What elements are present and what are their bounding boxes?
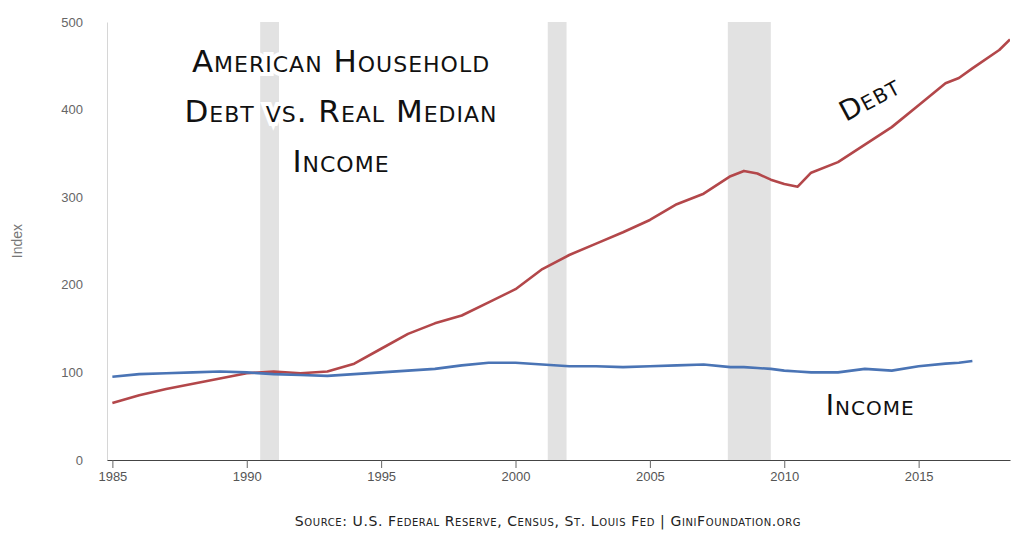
x-tick-label: 2000 (502, 469, 531, 484)
series-line (112, 361, 972, 377)
y-tick: 0 (76, 453, 107, 468)
x-tick-mark (381, 460, 382, 468)
x-tick-mark (919, 460, 920, 468)
y-tick: 100 (61, 365, 107, 380)
x-tick: 2005 (636, 460, 665, 484)
y-axis-line (107, 23, 108, 461)
source-note: Source: U.S. Federal Reserve, Census, St… (295, 513, 801, 530)
y-tick: 200 (61, 277, 107, 292)
x-tick: 1985 (98, 460, 127, 484)
x-tick: 2010 (770, 460, 799, 484)
y-tick: 500 (61, 15, 107, 30)
x-tick-label: 1990 (233, 469, 262, 484)
recession-band (728, 22, 771, 460)
y-tick-label: 100 (61, 365, 83, 380)
annotation: Income (826, 389, 915, 422)
y-axis-title: Index (9, 224, 25, 258)
y-tick-label: 300 (61, 190, 83, 205)
y-tick-label: 500 (61, 15, 83, 30)
x-tick-label: 1995 (367, 469, 396, 484)
chart-title: Income (292, 143, 389, 179)
chart-title: Debt vs. Real Median (184, 93, 497, 129)
background (0, 0, 1024, 548)
y-tick: 300 (61, 190, 107, 205)
x-tick-mark (247, 460, 248, 468)
x-tick-mark (784, 460, 785, 468)
x-tick-mark (516, 460, 517, 468)
x-tick: 2000 (502, 460, 531, 484)
y-tick-label: 400 (61, 102, 83, 117)
y-axis: 0 100 200 300 400 500 (61, 15, 107, 468)
series-line (112, 40, 1010, 404)
x-tick-label: 2005 (636, 469, 665, 484)
x-tick-label: 2010 (770, 469, 799, 484)
chart: 0 100 200 300 400 500 1985 1990 1995 2000 2005 2010… (0, 0, 1024, 548)
recession-band (548, 22, 567, 460)
x-tick: 2015 (905, 460, 934, 484)
x-tick-mark (650, 460, 651, 468)
recession-band (260, 22, 279, 460)
y-tick-label: 0 (76, 453, 83, 468)
x-axis-line (108, 460, 1011, 461)
x-tick: 1995 (367, 460, 396, 484)
x-tick: 1990 (233, 460, 262, 484)
x-tick-mark (112, 460, 113, 468)
x-tick-label: 1985 (98, 469, 127, 484)
plot-area (112, 22, 1010, 460)
chart-title: American Household (192, 43, 490, 79)
y-tick: 400 (61, 102, 107, 117)
annotation: Debt (833, 69, 905, 128)
y-tick-label: 200 (61, 277, 83, 292)
x-tick-label: 2015 (905, 469, 934, 484)
x-axis: 1985 1990 1995 2000 2005 2010 2015 (98, 460, 1010, 484)
